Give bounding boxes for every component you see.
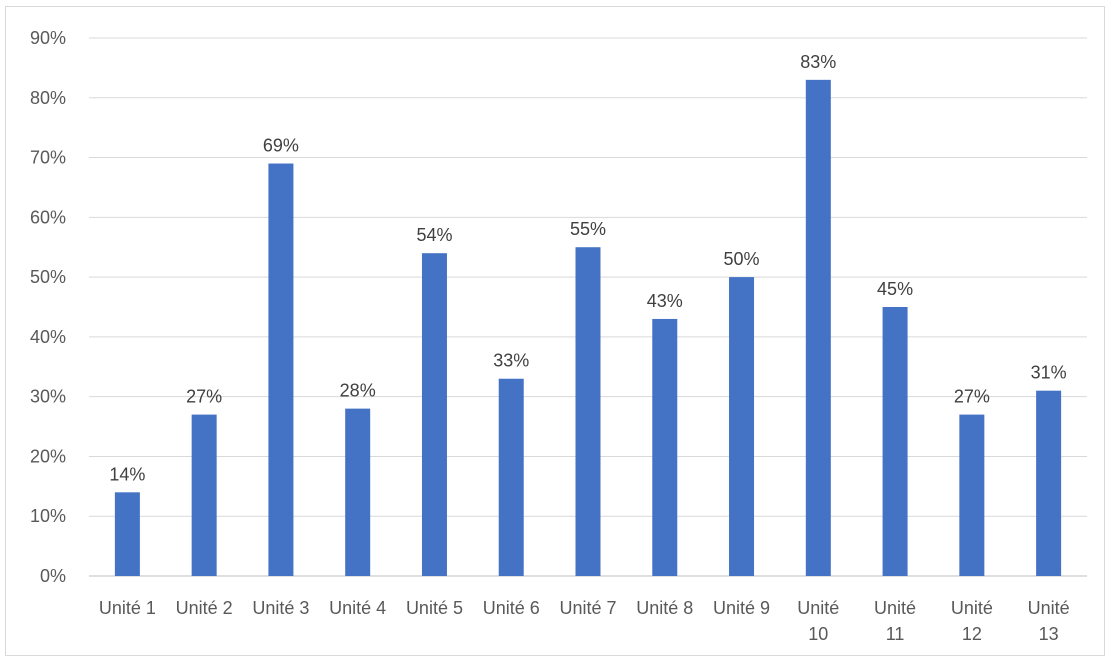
data-label: 50% — [724, 249, 760, 269]
bar — [421, 253, 447, 576]
data-label: 14% — [109, 464, 145, 484]
y-tick-label: 90% — [30, 28, 66, 48]
data-label: 33% — [493, 351, 529, 371]
y-tick-label: 70% — [30, 148, 66, 168]
data-label: 28% — [340, 381, 376, 401]
bar — [805, 79, 831, 576]
bar — [959, 414, 985, 576]
bar — [114, 492, 140, 576]
y-tick-label: 20% — [30, 446, 66, 466]
bar — [882, 307, 908, 576]
x-category-label: Unité 4 — [329, 598, 386, 618]
bar — [1036, 390, 1062, 576]
x-category-label: Unité 6 — [483, 598, 540, 618]
data-label: 31% — [1031, 363, 1067, 383]
gridlines — [89, 37, 1087, 577]
data-label: 54% — [416, 225, 452, 245]
data-label: 55% — [570, 219, 606, 239]
bar — [268, 163, 294, 577]
y-tick-label: 40% — [30, 327, 66, 347]
x-category-label: Unité 2 — [176, 598, 233, 618]
bar — [498, 378, 524, 576]
x-category-label: Unité 1 — [99, 598, 156, 618]
y-axis-tick-labels: 0% 10% 20% 30% 40% 50% 60% 70% 80% 90% — [30, 28, 66, 586]
data-label: 27% — [954, 387, 990, 407]
bar — [191, 414, 217, 576]
x-category-label: Unité 12 — [951, 598, 993, 644]
x-category-label: Unité 10 — [797, 598, 839, 644]
y-tick-label: 80% — [30, 88, 66, 108]
x-category-label: Unité 8 — [636, 598, 693, 618]
data-label: 27% — [186, 387, 222, 407]
x-category-label: Unité 7 — [559, 598, 616, 618]
x-category-label: Unité 11 — [874, 598, 916, 644]
chart-frame — [5, 6, 1105, 656]
bars — [114, 79, 1062, 577]
x-axis-category-labels: Unité 1 Unité 2 Unité 3 Unité 4 Unité 5 Unité… — [99, 598, 1070, 644]
data-labels: 14% 27% 69% 28% 54% 33% 55% 43% 50% 83% 45% 27% 31% — [109, 52, 1066, 484]
x-category-label: Unité 3 — [252, 598, 309, 618]
y-tick-label: 50% — [30, 267, 66, 287]
y-tick-label: 0% — [40, 566, 66, 586]
x-category-label: Unité 13 — [1028, 598, 1070, 644]
x-category-label: Unité 9 — [713, 598, 770, 618]
bar — [652, 318, 678, 576]
data-label: 83% — [800, 52, 836, 72]
data-label: 69% — [263, 136, 299, 156]
y-tick-label: 60% — [30, 207, 66, 227]
bar — [345, 408, 371, 576]
bar — [729, 277, 755, 576]
y-tick-label: 30% — [30, 387, 66, 407]
data-label: 45% — [877, 279, 913, 299]
y-tick-label: 10% — [30, 506, 66, 526]
x-category-label: Unité 5 — [406, 598, 463, 618]
bar — [575, 247, 601, 576]
data-label: 43% — [647, 291, 683, 311]
